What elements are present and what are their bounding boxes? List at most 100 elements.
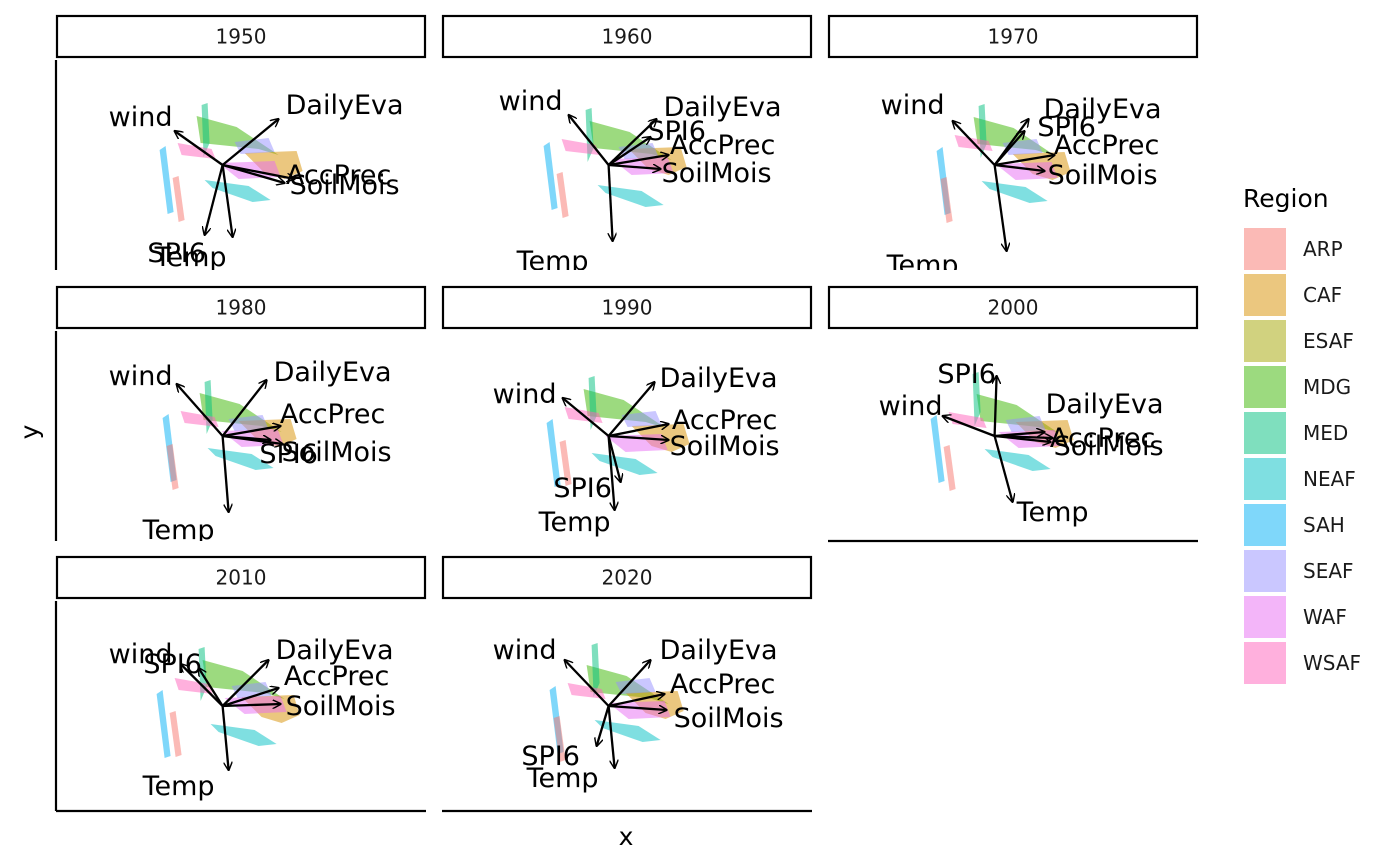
legend-swatch	[1244, 504, 1286, 546]
facet-strip-label: 1970	[988, 25, 1039, 49]
legend-item-mdg: MDG	[1244, 366, 1351, 408]
variable-label-wind: wind	[109, 639, 173, 670]
region-hull-arp	[553, 716, 566, 762]
variable-label-spi6: SPI6	[147, 238, 206, 269]
variable-label-temp: Temp	[142, 771, 215, 802]
variable-label-soilmois: SoilMois	[1054, 431, 1164, 462]
facet-strip	[55, 285, 427, 330]
variable-label-accprec: AccPrec	[670, 130, 775, 161]
region-hull-wsaf	[174, 678, 213, 694]
variable-label-temp: Temp	[154, 242, 227, 273]
facet-strip-label: 1960	[602, 25, 653, 49]
loading-arrow-wind	[943, 416, 996, 438]
loading-arrow-soilmois	[994, 434, 1051, 442]
variable-label-spi6: SPI6	[521, 741, 580, 772]
loading-arrow-accprec	[608, 424, 669, 438]
region-hull-arp	[559, 440, 572, 486]
legend-item-arp: ARP	[1244, 228, 1343, 270]
variable-label-wind: wind	[493, 379, 557, 410]
region-hull-neaf	[984, 449, 1051, 471]
legend-swatch	[1244, 458, 1286, 500]
variable-label-dailyeva: DailyEva	[660, 635, 778, 666]
loading-arrow-soilmois	[608, 434, 669, 440]
legend-swatch	[1244, 320, 1286, 362]
region-hull-sah	[546, 419, 561, 487]
facet-strip	[441, 14, 813, 59]
region-hull-med	[591, 643, 600, 697]
loading-arrow-accprec	[608, 155, 669, 167]
loading-arrow-spi6	[607, 435, 621, 482]
variable-label-soilmois: SoilMois	[290, 170, 400, 201]
loading-arrow-spi6	[222, 436, 271, 440]
legend-item-caf: CAF	[1244, 274, 1342, 316]
legend-swatch	[1244, 596, 1286, 638]
variable-label-temp: Temp	[1016, 497, 1089, 528]
variable-label-spi6: SPI6	[937, 359, 996, 390]
legend-label: WAF	[1303, 605, 1347, 629]
region-hull-neaf	[981, 181, 1048, 203]
loading-arrow-dailyeva	[607, 119, 657, 166]
facet-strip	[55, 555, 427, 600]
region-hull-med	[972, 372, 981, 426]
region-hull-neaf	[210, 724, 277, 746]
loading-arrow-soilmois	[222, 704, 281, 706]
loading-arrow-spi6	[995, 376, 997, 437]
legend-item-seaf: SEAF	[1244, 550, 1354, 592]
variable-label-soilmois: SoilMois	[286, 691, 396, 722]
region-hull-arp	[940, 177, 953, 223]
variable-label-spi6: SPI6	[553, 473, 612, 504]
variable-label-dailyeva: DailyEva	[664, 92, 782, 123]
variable-label-dailyeva: DailyEva	[1046, 389, 1164, 420]
region-hull-arp	[556, 172, 569, 218]
legend-label: CAF	[1303, 283, 1342, 307]
loading-arrow-soilmois	[608, 163, 661, 169]
variable-label-soilmois: SoilMois	[670, 431, 780, 462]
region-hull-arp	[169, 711, 182, 757]
loading-arrow-wind	[181, 664, 224, 707]
loading-arrow-spi6	[607, 137, 651, 166]
loading-arrow-soilmois	[608, 704, 667, 710]
loading-arrow-accprec	[994, 155, 1055, 167]
region-hull-seaf	[228, 415, 269, 431]
loading-arrow-temp	[221, 164, 233, 237]
legend-item-neaf: NEAF	[1244, 458, 1356, 500]
facet-strip-label: 1990	[602, 296, 653, 320]
variable-label-accprec: AccPrec	[670, 669, 775, 700]
loading-arrow-wind	[175, 131, 224, 166]
variable-label-spi6: SPI6	[259, 439, 318, 470]
variable-label-wind: wind	[881, 90, 945, 121]
legend-label: SAH	[1303, 513, 1345, 537]
variable-label-spi6: SPI6	[1037, 112, 1096, 143]
region-hull-seaf	[615, 678, 656, 694]
legend: Region ARP CAF ESAF MDG MED NEAF SAH SEAF WAF WSA…	[1243, 184, 1361, 684]
facet-strip-label: 1980	[216, 296, 267, 320]
variable-label-soilmois: SoilMois	[662, 158, 772, 189]
legend-item-med: MED	[1244, 412, 1348, 454]
variable-label-wind: wind	[493, 635, 557, 666]
region-hull-wsaf	[177, 143, 216, 159]
loading-arrow-temp	[607, 435, 615, 510]
variable-label-temp: Temp	[516, 246, 589, 277]
loading-arrow-spi6	[597, 705, 610, 746]
loading-arrow-temp	[607, 164, 613, 241]
loading-arrow-temp	[221, 435, 229, 512]
loading-arrow-temp	[221, 705, 229, 770]
loading-arrow-temp	[993, 435, 1013, 502]
region-hull-sah	[156, 690, 171, 758]
region-hull-wsaf	[567, 683, 606, 699]
variable-label-spi6: SPI6	[647, 116, 706, 147]
variable-label-dailyeva: DailyEva	[274, 357, 392, 388]
region-hull-sah	[543, 142, 558, 210]
variable-label-wind: wind	[499, 86, 563, 117]
loading-arrow-dailyeva	[607, 382, 655, 437]
legend-swatch	[1244, 228, 1286, 270]
loading-arrow-dailyeva	[221, 119, 279, 166]
loading-arrow-spi6	[205, 164, 224, 235]
x-axis-title: x	[619, 822, 634, 851]
